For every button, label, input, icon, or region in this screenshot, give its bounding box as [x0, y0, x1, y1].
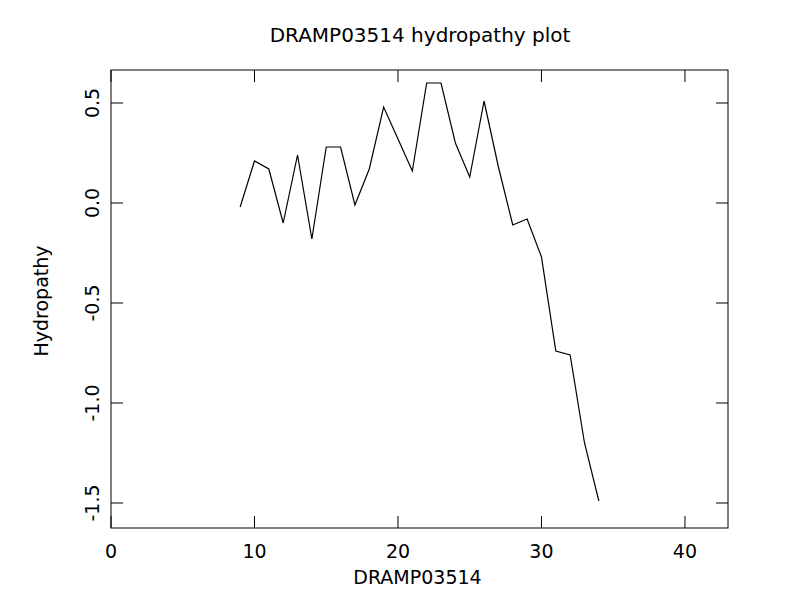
y-tick — [111, 303, 123, 304]
y-tick-label: 0.0 — [81, 188, 103, 218]
y-tick-right — [716, 203, 728, 204]
plot-frame — [111, 70, 728, 528]
series-group — [240, 83, 599, 501]
y-tick-right — [716, 403, 728, 404]
y-tick — [111, 403, 123, 404]
x-tick-top — [397, 70, 398, 82]
x-axis-label: DRAMP03514 — [353, 566, 481, 588]
x-tick-top — [541, 70, 542, 82]
y-tick-label: 0.5 — [81, 88, 103, 118]
x-tick-top — [254, 70, 255, 82]
x-tick — [684, 516, 685, 528]
x-tick-label: 0 — [105, 540, 117, 562]
x-tick-top — [111, 70, 112, 82]
hydropathy-line — [240, 83, 599, 501]
x-tick-label: 10 — [242, 540, 266, 562]
y-tick — [111, 503, 123, 504]
y-tick-label: -0.5 — [81, 284, 103, 321]
x-tick — [254, 516, 255, 528]
y-tick-right — [716, 503, 728, 504]
y-tick-right — [716, 103, 728, 104]
y-tick-label: -1.0 — [81, 384, 103, 421]
y-tick — [111, 103, 123, 104]
y-tick — [111, 203, 123, 204]
x-tick-label: 20 — [386, 540, 410, 562]
x-tick-label: 30 — [529, 540, 553, 562]
y-axis-label: Hydropathy — [30, 245, 52, 356]
x-tick-label: 40 — [673, 540, 697, 562]
y-tick-label: -1.5 — [81, 484, 103, 521]
x-tick — [111, 516, 112, 528]
y-tick-right — [716, 303, 728, 304]
x-tick — [397, 516, 398, 528]
x-tick-top — [684, 70, 685, 82]
title: DRAMP03514 hydropathy plot — [270, 23, 571, 47]
x-tick — [541, 516, 542, 528]
chart: 0 10 20 30 40 -1.5 -1.0 -0.5 0.0 0.5 DRAMP03514 hy… — [0, 0, 800, 600]
